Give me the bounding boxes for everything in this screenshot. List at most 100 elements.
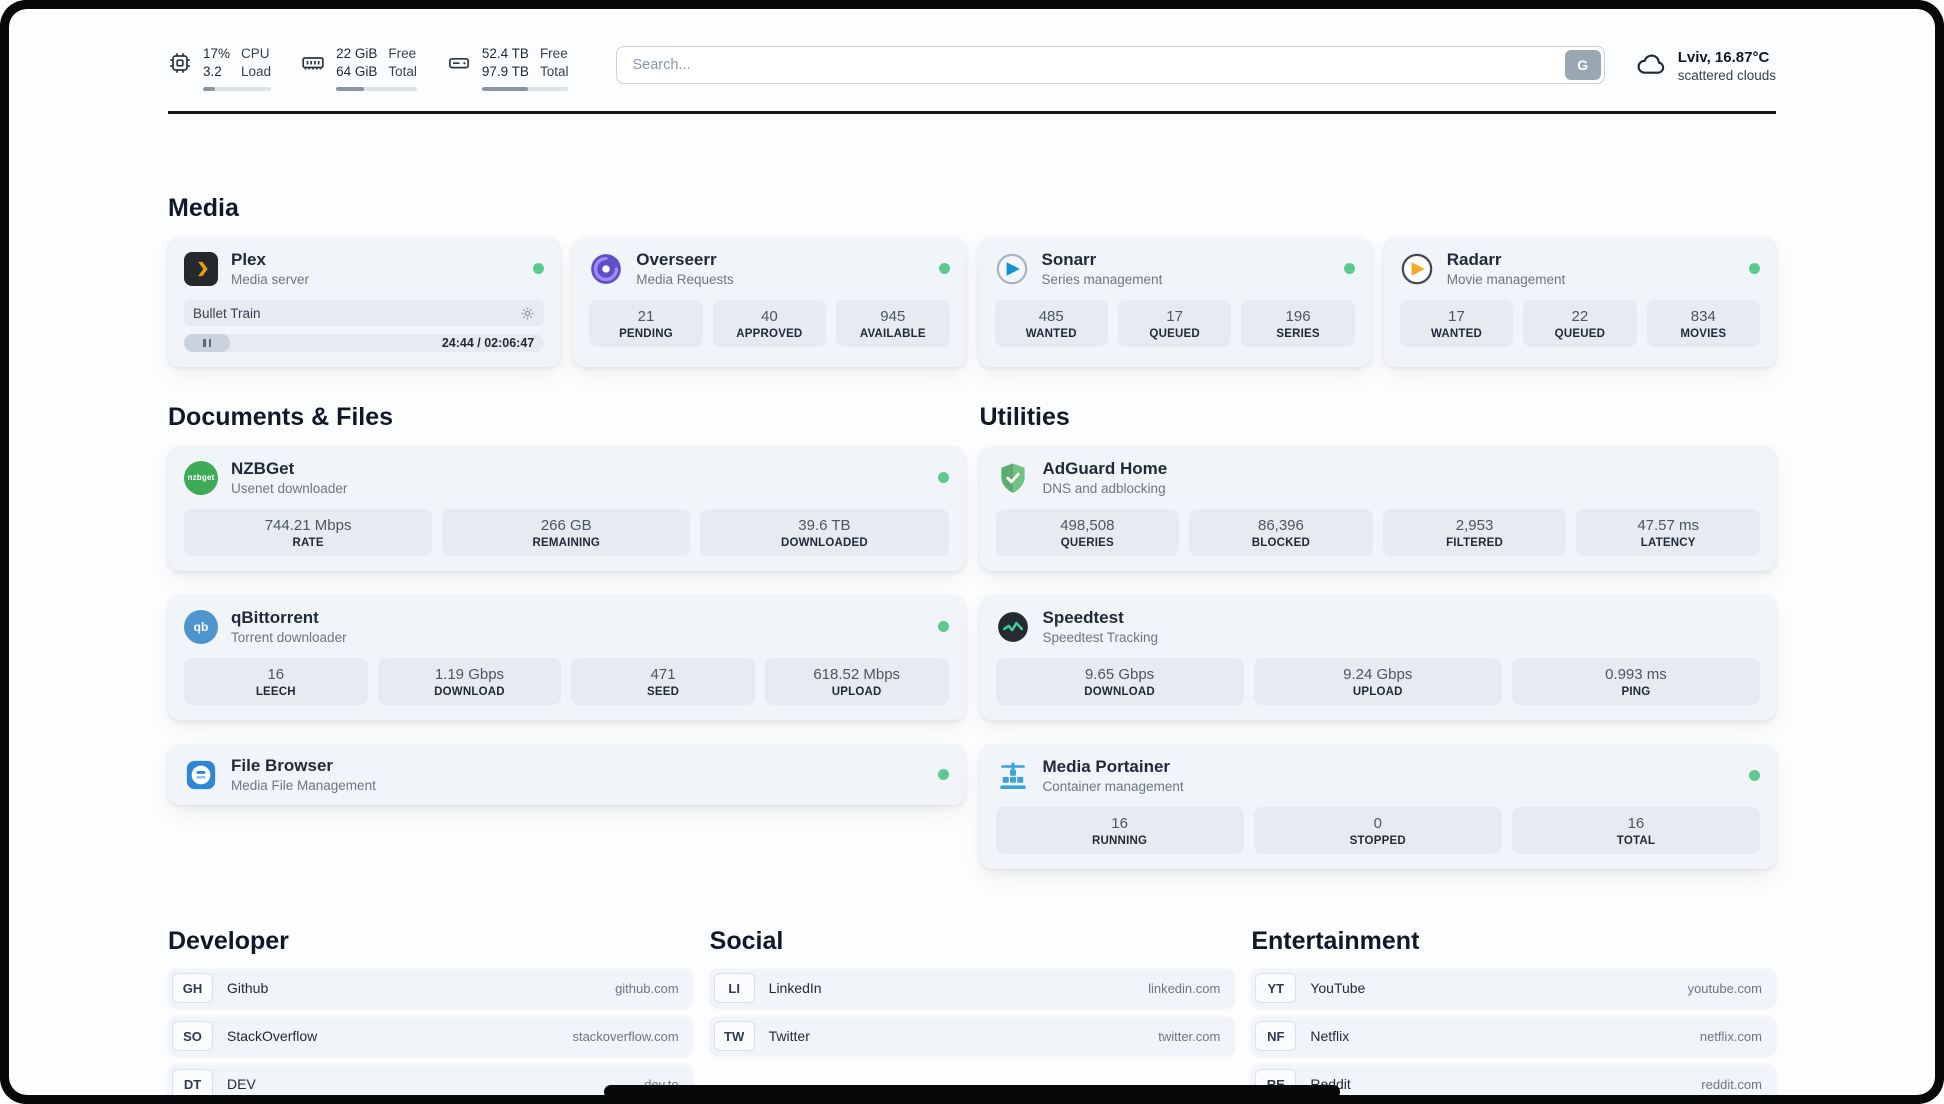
stat-seed: 471 SEED: [571, 658, 755, 706]
cpu-usage-bar: [203, 87, 272, 92]
nzbget-icon: nzbget: [184, 460, 218, 495]
stat-download: 9.65 Gbps DOWNLOAD: [995, 658, 1244, 706]
app-card-nzbget[interactable]: nzbget NZBGet Usenet downloader 744.21 M…: [168, 446, 965, 572]
now-playing-bar[interactable]: Bullet Train: [184, 300, 545, 327]
link-linkedin[interactable]: LI LinkedIn linkedin.com: [709, 969, 1235, 1008]
filebrowser-icon: [184, 758, 218, 792]
stackoverflow-icon: SO: [172, 1021, 213, 1052]
social-column: Social LI LinkedIn linkedin.com TW Twitt…: [709, 927, 1235, 1056]
link-twitter[interactable]: TW Twitter twitter.com: [709, 1017, 1235, 1056]
link-url: twitter.com: [1158, 1028, 1221, 1044]
app-name: Sonarr: [1041, 250, 1097, 270]
weather-location: Lviv, 16.87°C: [1677, 49, 1770, 67]
ram-total-value: 64 GiB: [336, 63, 378, 79]
link-name: DEV: [227, 1076, 256, 1093]
link-url: github.com: [615, 980, 679, 996]
app-desc: Series management: [1041, 272, 1163, 288]
stat-download: 1.19 Gbps DOWNLOAD: [377, 658, 562, 706]
playback-time: 24:44 / 02:06:47: [441, 336, 535, 351]
adguard-icon: [996, 461, 1030, 495]
header-divider: [168, 111, 1776, 115]
cpu-label-top: CPU: [241, 46, 270, 61]
link-youtube[interactable]: YT YouTube youtube.com: [1251, 969, 1776, 1008]
app-card-adguard[interactable]: AdGuard Home DNS and adblocking 498,508 …: [979, 446, 1776, 572]
link-name: Netflix: [1310, 1028, 1350, 1045]
stat-series: 196 SERIES: [1241, 300, 1355, 348]
stat-queued: 17 QUEUED: [1117, 300, 1232, 348]
stat-approved: 40 APPROVED: [712, 300, 827, 348]
speedtest-icon: [996, 610, 1030, 644]
stat-stopped: 0 STOPPED: [1253, 807, 1502, 855]
app-name: AdGuard Home: [1042, 459, 1168, 479]
app-name: Media Portainer: [1042, 757, 1171, 777]
section-title-utilities: Utilities: [979, 403, 1070, 432]
stat-filtered: 2,953 FILTERED: [1382, 509, 1567, 557]
utilities-column: Utilities AdGuard Home: [979, 403, 1776, 870]
stat-wanted: 17 WANTED: [1399, 300, 1514, 348]
linkedin-icon: LI: [713, 973, 755, 1004]
app-name: Plex: [231, 250, 266, 270]
pause-icon[interactable]: [184, 334, 230, 353]
app-desc: Torrent downloader: [231, 630, 347, 646]
app-desc: Media server: [231, 272, 310, 288]
app-card-radarr[interactable]: Radarr Movie management 17 WANTED 22 QUE…: [1383, 237, 1776, 368]
app-card-speedtest[interactable]: Speedtest Speedtest Tracking 9.65 Gbps D…: [979, 595, 1776, 721]
link-url: stackoverflow.com: [572, 1028, 679, 1044]
ram-icon: [301, 51, 325, 75]
youtube-icon: YT: [1255, 973, 1297, 1004]
app-desc: Movie management: [1446, 272, 1566, 288]
media-card-row: Plex Media server Bullet Train 24:44 / 0…: [168, 237, 1776, 368]
qbittorrent-icon: qb: [184, 609, 218, 644]
status-dot: [533, 263, 545, 275]
disk-label-bottom: Total: [539, 63, 569, 79]
status-dot: [937, 621, 949, 633]
app-card-plex[interactable]: Plex Media server Bullet Train 24:44 / 0…: [168, 237, 561, 368]
app-card-sonarr[interactable]: Sonarr Series management 485 WANTED 17 Q…: [978, 237, 1371, 368]
stat-running: 16 RUNNING: [995, 807, 1244, 855]
app-card-portainer[interactable]: Media Portainer Container management 16 …: [979, 744, 1776, 870]
ram-free-value: 22 GiB: [336, 46, 378, 61]
documents-column: Documents & Files nzbget NZBGet Usenet d…: [168, 403, 965, 806]
playback-progress-bar[interactable]: 24:44 / 02:06:47: [184, 334, 545, 353]
link-name: StackOverflow: [227, 1028, 318, 1045]
overseerr-icon: [589, 252, 623, 286]
stat-remaining: 266 GB REMAINING: [442, 509, 691, 557]
app-card-filebrowser[interactable]: File Browser Media File Management: [168, 744, 965, 806]
disk-total-value: 97.9 TB: [481, 63, 529, 79]
link-name: Twitter: [768, 1028, 810, 1045]
link-github[interactable]: GH Github github.com: [168, 969, 693, 1008]
section-title-entertainment: Entertainment: [1251, 927, 1420, 956]
cpu-icon: [168, 51, 192, 75]
app-card-qbittorrent[interactable]: qb qBittorrent Torrent downloader 16 LEE…: [168, 595, 965, 721]
search-input[interactable]: [616, 46, 1605, 85]
link-url: netflix.com: [1699, 1028, 1762, 1044]
stat-pending: 21 PENDING: [589, 300, 703, 348]
top-bar: 17% 3.2 CPU Load: [168, 9, 1776, 92]
disk-icon: [447, 51, 471, 75]
link-netflix[interactable]: NF Netflix netflix.com: [1251, 1017, 1776, 1056]
stat-wanted: 485 WANTED: [994, 300, 1108, 348]
gear-icon[interactable]: [520, 306, 535, 321]
status-dot: [937, 472, 949, 484]
app-name: qBittorrent: [231, 608, 319, 628]
stat-movies: 834 MOVIES: [1646, 300, 1761, 348]
link-url: youtube.com: [1687, 980, 1762, 996]
link-name: YouTube: [1310, 980, 1366, 997]
github-icon: GH: [172, 973, 213, 1004]
disk-label-top: Free: [539, 46, 568, 61]
link-url: reddit.com: [1701, 1076, 1762, 1092]
stat-upload: 9.24 Gbps UPLOAD: [1253, 658, 1502, 706]
link-stackoverflow[interactable]: SO StackOverflow stackoverflow.com: [168, 1017, 693, 1056]
app-card-overseerr[interactable]: Overseerr Media Requests 21 PENDING 40 A…: [573, 237, 966, 368]
twitter-icon: TW: [713, 1021, 755, 1052]
section-title-media: Media: [168, 194, 239, 223]
app-desc: Media Requests: [636, 272, 734, 288]
app-name: NZBGet: [231, 459, 295, 479]
stat-available: 945 AVAILABLE: [836, 300, 950, 348]
link-name: Github: [227, 980, 269, 997]
cpu-label-bottom: Load: [241, 63, 272, 79]
plex-icon: [184, 251, 218, 286]
disk-metric: 52.4 TB 97.9 TB Free Total: [447, 45, 569, 92]
search-engine-button[interactable]: G: [1564, 50, 1601, 81]
